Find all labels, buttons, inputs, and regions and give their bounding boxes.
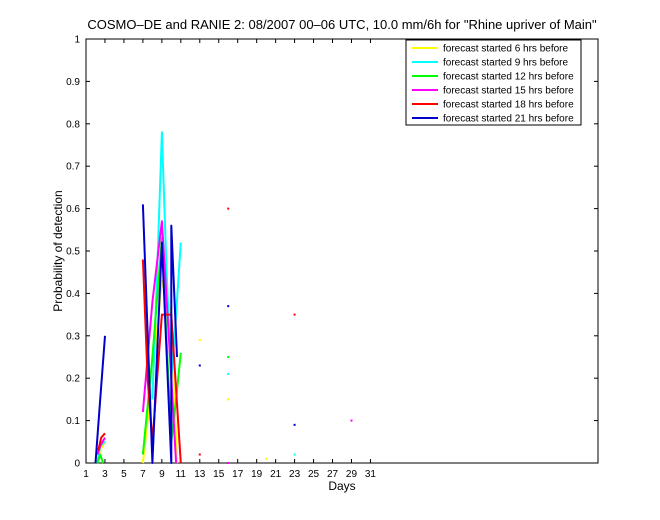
chart-title: COSMO–DE and RANIE 2: 08/2007 00–06 UTC,… <box>87 17 597 32</box>
x-tick-label-1: 3 <box>102 469 108 480</box>
legend-label-1: forecast started 9 hrs before <box>443 58 569 69</box>
y-tick-label-2: 0.2 <box>66 374 80 385</box>
y-tick-labels: 0 0.1 0.2 0.3 0.4 0.5 0.6 0.7 0.8 0.9 1 <box>66 35 80 470</box>
series-1-point-0 <box>227 372 230 375</box>
x-tick-label-9: 19 <box>251 469 263 480</box>
legend: forecast started 6 hrs before forecast st… <box>405 39 582 126</box>
series-4-line-1 <box>141 259 182 464</box>
series-4-line-0 <box>97 432 106 451</box>
series-5-point-1 <box>227 305 230 308</box>
series-layer <box>94 131 353 464</box>
series-3-line-1 <box>141 220 178 464</box>
x-axis-label: Days <box>328 479 355 493</box>
legend-label-3: forecast started 15 hrs before <box>443 86 574 97</box>
x-tick-label-4: 9 <box>159 469 165 480</box>
x-tick-label-7: 15 <box>213 469 225 480</box>
legend-box <box>405 39 582 126</box>
series-0-point-2 <box>265 457 268 460</box>
series-5 <box>94 204 296 464</box>
x-tick-label-10: 21 <box>270 469 282 480</box>
x-tick-label-15: 31 <box>365 469 377 480</box>
series-3-point-0 <box>227 462 230 464</box>
x-tick-label-8: 17 <box>232 469 244 480</box>
y-tick-label-0: 0 <box>74 459 80 470</box>
y-tick-label-4: 0.4 <box>66 289 80 300</box>
y-tick-label-5: 0.5 <box>66 247 80 258</box>
y-tick-label-3: 0.3 <box>66 331 80 342</box>
x-tick-labels: 1 3 5 7 9 11 13 15 17 19 21 23 25 27 29 31 <box>83 469 376 480</box>
y-tick-label-9: 0.9 <box>66 77 80 88</box>
y-tick-label-7: 0.7 <box>66 162 80 173</box>
series-5-line-1 <box>141 204 178 464</box>
series-0-point-0 <box>198 339 201 342</box>
series-3-point-1 <box>350 419 353 422</box>
x-tick-label-2: 5 <box>121 469 127 480</box>
series-4-point-2 <box>293 313 296 316</box>
x-tick-label-12: 25 <box>308 469 320 480</box>
x-tick-label-3: 7 <box>140 469 146 480</box>
x-tick-label-6: 13 <box>194 469 206 480</box>
x-tick-label-14: 29 <box>346 469 358 480</box>
series-5-point-0 <box>198 364 201 367</box>
series-5-point-2 <box>293 423 296 426</box>
y-tick-label-10: 1 <box>74 35 80 46</box>
legend-label-5: forecast started 21 hrs before <box>443 114 574 125</box>
series-4-point-1 <box>227 207 230 210</box>
legend-label-0: forecast started 6 hrs before <box>443 44 569 55</box>
series-0-point-1 <box>227 398 230 401</box>
y-tick-label-6: 0.6 <box>66 204 80 215</box>
legend-label-4: forecast started 18 hrs before <box>443 100 574 111</box>
series-4 <box>97 207 296 464</box>
series-4-point-0 <box>198 453 201 456</box>
y-tick-label-1: 0.1 <box>66 416 80 427</box>
series-5-line-0 <box>94 335 106 464</box>
x-tick-label-0: 1 <box>83 469 89 480</box>
series-2-point-0 <box>227 356 230 358</box>
x-tick-label-11: 23 <box>289 469 301 480</box>
x-tick-label-5: 11 <box>176 469 187 480</box>
x-tick-label-13: 27 <box>327 469 339 480</box>
legend-label-2: forecast started 12 hrs before <box>443 72 574 83</box>
y-axis-label: Probability of detection <box>51 190 65 311</box>
series-2-line-0 <box>96 453 105 464</box>
series-1-point-1 <box>293 453 296 456</box>
y-tick-label-8: 0.8 <box>66 119 80 130</box>
